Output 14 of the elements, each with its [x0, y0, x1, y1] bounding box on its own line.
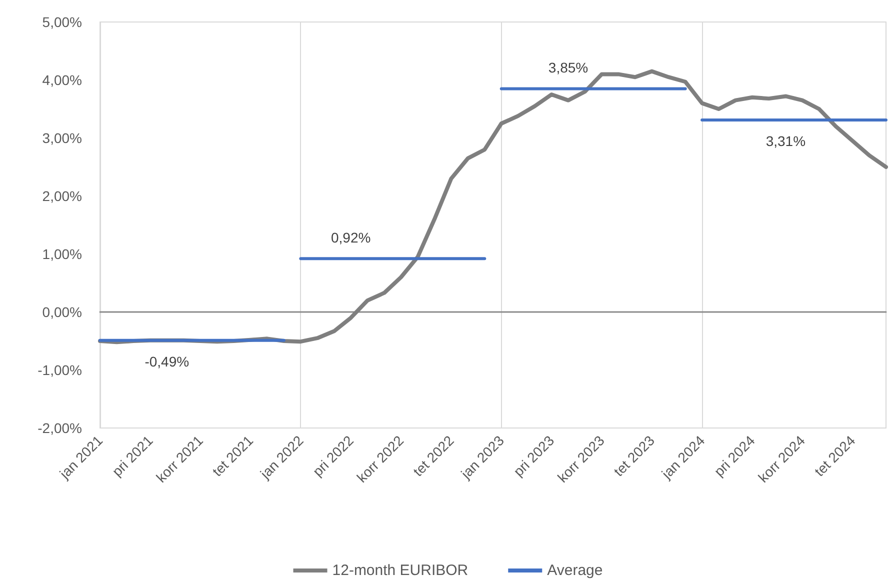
legend-label: 12-month EURIBOR	[332, 562, 468, 579]
data-label: 0,92%	[331, 230, 371, 246]
y-tick-label: 3,00%	[42, 130, 82, 146]
y-tick-label: 1,00%	[42, 246, 82, 262]
y-tick-label: 2,00%	[42, 188, 82, 204]
data-label: 3,31%	[766, 133, 806, 150]
data-label: -0,49%	[144, 353, 190, 370]
y-tick-label: -1,00%	[38, 362, 82, 378]
y-tick-label: 4,00%	[42, 72, 82, 88]
y-tick-label: 5,00%	[42, 14, 82, 30]
legend-label: Average	[547, 562, 603, 579]
y-tick-label: 0,00%	[42, 304, 82, 320]
data-label: 3,85%	[548, 60, 588, 76]
y-tick-label: -2,00%	[38, 420, 82, 436]
